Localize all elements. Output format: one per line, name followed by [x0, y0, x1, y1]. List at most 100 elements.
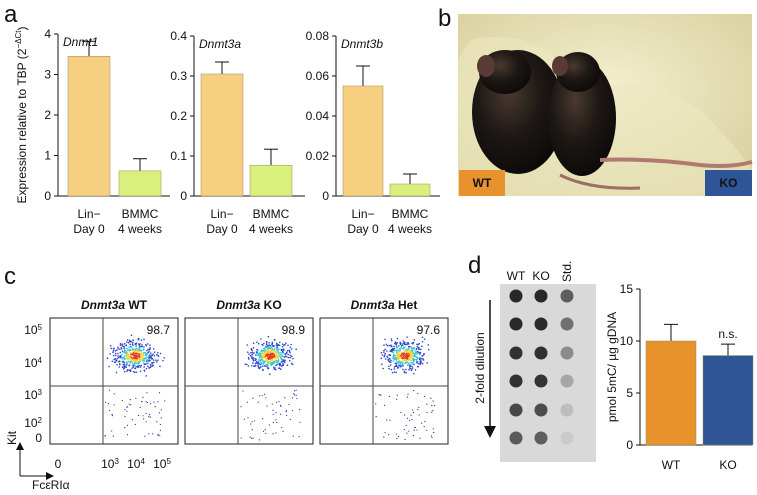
event-dot: [247, 356, 250, 359]
event-dot: [129, 343, 131, 346]
event-dot: [403, 355, 405, 357]
event-dot: [398, 354, 400, 356]
event-dot: [412, 434, 415, 437]
event-dot: [421, 357, 423, 360]
event-dot: [119, 348, 121, 351]
event-dot: [251, 354, 254, 356]
event-dot: [280, 405, 282, 407]
event-dot: [396, 347, 399, 349]
event-dot: [284, 353, 286, 356]
event-dot: [125, 364, 128, 366]
event-dot: [384, 348, 387, 351]
event-dot: [141, 345, 143, 348]
tick-exp: 3: [38, 388, 43, 397]
event-dot: [292, 357, 294, 360]
event-dot: [263, 347, 266, 349]
event-dot: [134, 357, 137, 360]
event-dot: [132, 348, 135, 351]
event-dot: [272, 355, 274, 357]
event-dot: [387, 433, 390, 436]
genotype: Het: [398, 298, 417, 312]
event-dot: [273, 368, 276, 370]
event-dot: [413, 339, 416, 341]
event-dot: [411, 354, 414, 356]
event-dot: [125, 351, 128, 353]
event-dot: [257, 342, 260, 345]
event-dot: [129, 362, 132, 364]
event-dot: [134, 359, 136, 361]
event-dot: [139, 366, 142, 368]
event-dot: [116, 357, 119, 360]
event-dot: [124, 415, 126, 418]
event-dot: [406, 396, 409, 398]
event-dot: [265, 349, 268, 352]
event-dot: [125, 344, 128, 346]
tick-base: 10: [127, 457, 141, 471]
event-dot: [417, 362, 420, 365]
event-dot: [256, 351, 258, 353]
event-dot: [401, 352, 403, 355]
event-dot: [112, 435, 114, 437]
event-dot: [150, 403, 152, 405]
event-dot: [278, 367, 280, 369]
event-dot: [285, 352, 288, 355]
event-dot: [157, 354, 159, 357]
event-dot: [419, 358, 421, 360]
x-tick-label: WT: [662, 458, 681, 472]
event-dot: [282, 349, 285, 352]
event-dot: [136, 366, 139, 368]
event-dot: [400, 346, 403, 348]
event-dot: [126, 370, 128, 372]
event-dot: [404, 438, 406, 441]
event-dot: [270, 349, 272, 351]
event-dot: [412, 411, 415, 414]
event-dot: [255, 361, 258, 364]
event-dot: [262, 350, 265, 352]
event-dot: [267, 361, 270, 364]
event-dot: [251, 429, 253, 431]
event-dot: [256, 341, 258, 344]
event-dot: [276, 353, 278, 356]
event-dot: [274, 339, 276, 341]
event-dot: [254, 357, 256, 360]
event-dot: [261, 355, 264, 358]
event-dot: [113, 393, 115, 395]
event-dot: [388, 367, 390, 370]
event-dot: [243, 418, 246, 420]
event-dot: [136, 358, 139, 361]
event-dot: [254, 359, 257, 362]
event-dot: [130, 351, 132, 354]
event-dot: [123, 356, 126, 359]
event-dot: [280, 349, 283, 351]
event-dot: [292, 409, 294, 412]
event-dot: [392, 349, 394, 351]
event-dot: [273, 345, 275, 347]
event-dot: [388, 354, 391, 356]
event-dot: [143, 418, 145, 420]
event-dot: [142, 349, 145, 351]
y-tick-label: 0.1: [170, 149, 187, 163]
event-dot: [148, 350, 150, 353]
event-dot: [246, 363, 248, 366]
event-dot: [268, 424, 270, 426]
event-dot: [137, 363, 139, 365]
event-dot: [109, 353, 111, 355]
event-dot: [385, 343, 388, 346]
event-dot: [142, 396, 144, 398]
event-dot: [275, 401, 278, 403]
event-dot: [134, 343, 136, 345]
event-dot: [265, 432, 267, 435]
event-dot: [396, 394, 398, 396]
event-dot: [264, 355, 267, 358]
event-dot: [145, 401, 147, 403]
y-tick-label: 0.02: [306, 149, 330, 163]
gate-percent: 98.9: [282, 323, 306, 337]
event-dot: [395, 344, 398, 346]
event-dot: [280, 413, 282, 415]
event-dot: [402, 340, 404, 342]
event-dot: [407, 363, 409, 366]
event-dot: [127, 349, 130, 351]
event-dot: [286, 351, 288, 353]
event-dot: [151, 354, 153, 356]
event-dot: [407, 347, 410, 350]
